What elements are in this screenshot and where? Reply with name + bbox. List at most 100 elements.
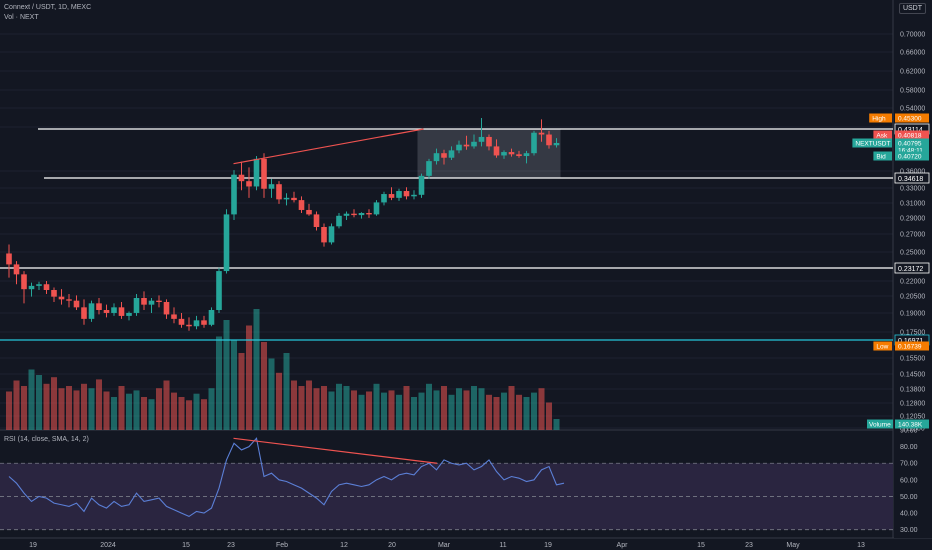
candle-body [88, 303, 95, 319]
volume-bar [246, 325, 252, 430]
trendlines [233, 128, 424, 165]
price-label-name: High [872, 116, 886, 123]
candle-body [336, 215, 342, 227]
volume-bar [163, 380, 170, 430]
price-label-name: Bid [876, 154, 886, 161]
volume-bar [81, 383, 87, 430]
volume-bar [388, 390, 395, 430]
chart-title: Connext / USDT, 1D, MEXC [4, 4, 92, 11]
candle-body [238, 174, 245, 182]
candle-body [478, 136, 485, 142]
mid-support-tag-label: 0.34618 [898, 176, 923, 183]
volume-bar [366, 391, 372, 430]
price-label-name: Ask [876, 133, 888, 140]
price-tick-label: 0.66000 [900, 50, 925, 57]
support-tag [894, 262, 930, 274]
volume-bar [546, 402, 552, 430]
volume-bar [201, 399, 207, 430]
candle-body [81, 307, 87, 319]
candle-body [96, 303, 102, 310]
price-tick-label: 0.17500 [900, 330, 925, 337]
price-label-name: Low [876, 344, 888, 351]
candle-body [133, 298, 140, 313]
candle-body [13, 264, 20, 275]
volume-bar [358, 394, 365, 430]
volume-bar [283, 353, 290, 430]
volume-bar [58, 388, 65, 430]
candle-body [508, 152, 515, 155]
volume-bar [501, 392, 507, 430]
rsi-tick-label: 70.00 [900, 461, 918, 468]
price-tick-label: 0.25000 [900, 250, 925, 257]
volume-bar [291, 380, 297, 430]
candle-body [118, 307, 125, 316]
candle-body [493, 146, 500, 156]
volume-bar [193, 393, 200, 430]
price-tick-label: 0.33000 [900, 186, 925, 193]
candle-body [456, 144, 462, 151]
candle-body [501, 152, 507, 156]
volume-bar [261, 342, 267, 430]
volume-bar [36, 375, 42, 430]
price-label-tag [852, 138, 892, 148]
volume-bar [216, 336, 222, 430]
candle-body [66, 299, 72, 301]
rsi-tick-label: 80.00 [900, 444, 918, 451]
rsi-pane [0, 437, 893, 531]
rsi-legend: RSI (14, close, SMA, 14, 2) [4, 436, 89, 443]
volume-bar [486, 394, 492, 430]
candle-body [418, 175, 425, 195]
candle-body [51, 290, 57, 297]
volume-bar [456, 388, 462, 430]
candle-body [73, 300, 80, 308]
candle-body [111, 307, 117, 313]
volume-bar [276, 372, 282, 430]
candle-body [523, 153, 530, 157]
volume-bar [441, 386, 447, 430]
candle-body [448, 150, 455, 158]
candle-body [343, 213, 350, 216]
price-tick-label: 0.19000 [900, 311, 925, 318]
volume-bar [231, 339, 237, 430]
candle-body [298, 200, 305, 210]
rsi-tick-label: 50.00 [900, 494, 918, 501]
volume-bar [111, 397, 117, 430]
currency-label[interactable]: USDT [898, 3, 926, 14]
price-tick-label: 0.22000 [900, 279, 925, 286]
volume-bar [66, 386, 72, 430]
volume-bar [178, 397, 185, 430]
candle-body [426, 161, 432, 176]
volume-bar [96, 379, 102, 430]
candle-body [411, 194, 417, 197]
time-tick-label: 20 [388, 542, 396, 549]
volume-bar [403, 386, 410, 430]
volume-bar [208, 388, 215, 430]
volume-bar [238, 353, 245, 430]
candle-body [253, 158, 260, 187]
price-tick-label: 0.58000 [900, 88, 925, 95]
candle-body [201, 320, 207, 325]
candle-body [193, 320, 200, 327]
price-label-value: 0.16739 [898, 344, 922, 351]
price-label-box [895, 130, 929, 140]
price-trendline [233, 128, 424, 165]
time-axis: 19 2024 15 23 Feb 12 20 Mar 11 19 Apr 15 23 May 13 [29, 542, 865, 549]
price-label-name: NEXTUSDT [855, 141, 890, 148]
time-tick-label: 19 [29, 542, 37, 549]
candle-body [546, 134, 552, 146]
volume-bar [553, 419, 560, 430]
price-label-tag [869, 113, 892, 123]
price-axis: 0.700000.660000.620000.580000.540000.500… [852, 0, 932, 538]
volume-bar [328, 391, 335, 430]
volume-bar [336, 383, 342, 430]
price-tick-label: 0.13800 [900, 387, 925, 394]
price-label-box [895, 113, 929, 123]
volume-bar [306, 380, 312, 430]
volume-tag [867, 419, 893, 429]
candle-body [216, 271, 222, 310]
horizontal-levels [0, 128, 893, 341]
volume-bar [156, 388, 162, 430]
volume-bar [493, 397, 500, 430]
